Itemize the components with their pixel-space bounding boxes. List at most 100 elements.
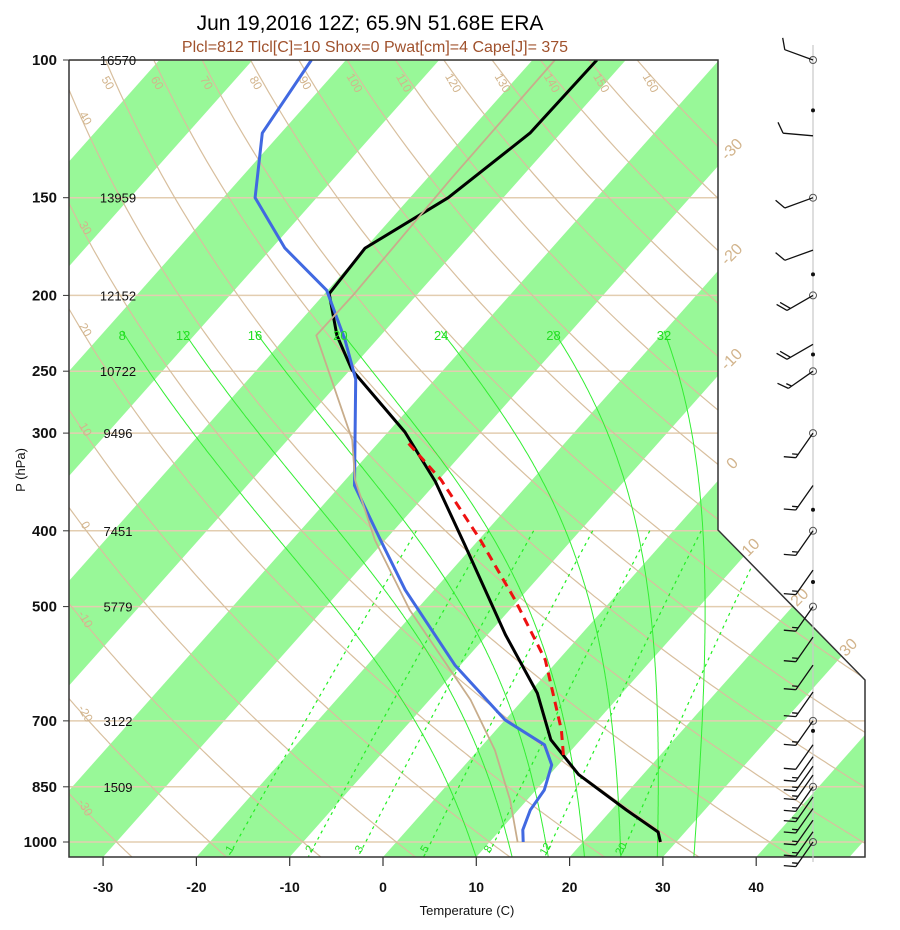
height-label: 16570 — [100, 53, 136, 68]
wind-barb-shape — [783, 569, 814, 596]
mixing-ratio-label: 1 — [223, 844, 236, 855]
dry-adiabat-label: 50 — [98, 74, 117, 93]
wind-barb — [783, 432, 814, 459]
isotherm-band — [69, 60, 440, 857]
calm-wind-dot — [811, 507, 815, 512]
wind-barb — [783, 774, 814, 801]
wind-barb — [783, 841, 814, 868]
wind-barb-shape — [783, 606, 814, 632]
dry-adiabat-line — [69, 60, 422, 857]
x-tick-label: 40 — [748, 879, 764, 895]
wind-barb — [783, 819, 814, 846]
wind-barb-shape — [777, 370, 814, 389]
x-tick-label: 10 — [469, 879, 485, 895]
isotherm-band — [69, 60, 626, 857]
moist-adiabat-label: 32 — [657, 328, 671, 343]
moist-adiabat-line — [440, 330, 622, 857]
dry-adiabat-line — [69, 60, 517, 857]
wind-barb-shape — [783, 796, 814, 823]
mixing-ratio-label: 12 — [538, 841, 555, 858]
dry-adiabat-label: 120 — [442, 71, 464, 96]
dry-adiabat-line — [240, 60, 865, 857]
dry-adiabat-label: 160 — [640, 71, 662, 96]
y-tick-label: 1000 — [24, 834, 57, 851]
wind-barb — [775, 197, 814, 209]
mixing-ratio-label: 5 — [418, 844, 431, 855]
mixing-ratio-label: 20 — [613, 841, 630, 858]
moist-adiabat-line — [553, 330, 659, 857]
wind-barb — [783, 720, 814, 747]
moist-adiabat-line — [663, 330, 706, 857]
isotherm-band — [569, 60, 865, 857]
y-tick-label: 150 — [32, 190, 57, 207]
moist-adiabat-line — [121, 330, 478, 857]
x-tick-label: 20 — [562, 879, 578, 895]
wind-barb-shape — [783, 432, 814, 459]
height-label: 12152 — [100, 288, 136, 303]
y-axis-label: P (hPa) — [13, 448, 28, 492]
y-tick-label: 850 — [32, 779, 57, 796]
standard-level-marker — [809, 429, 817, 438]
dry-adiabat-line — [145, 60, 865, 857]
isotherm-band — [69, 60, 813, 857]
wind-barb — [783, 786, 814, 813]
x-tick-label: 0 — [379, 879, 387, 895]
calm-wind-dot — [811, 728, 815, 733]
wind-barb — [783, 530, 814, 557]
standard-level-marker — [809, 193, 817, 202]
y-tick-label: 250 — [32, 363, 57, 380]
mixing-ratio-label: 3 — [353, 844, 366, 855]
dewpoint-line — [253, 60, 554, 843]
wind-barb — [783, 831, 814, 857]
moist-adiabat-label: 24 — [434, 328, 448, 343]
dry-adiabat-line — [69, 60, 328, 857]
isotherm-label: -10 — [718, 346, 746, 374]
wind-barb-shape — [775, 249, 814, 261]
wind-barb-shape — [783, 841, 814, 868]
height-label: 7451 — [104, 524, 133, 539]
wind-barb — [777, 122, 814, 137]
moist-adiabat-line — [340, 330, 586, 857]
mixing-ratio-line — [543, 530, 702, 857]
wind-barb — [782, 37, 814, 61]
y-tick-label: 500 — [32, 599, 57, 616]
wind-barb-shape — [783, 691, 814, 718]
dry-adiabat-line — [97, 60, 865, 857]
dry-adiabat-line — [69, 60, 233, 857]
wind-barb — [783, 765, 814, 792]
moist-adiabat-label: 28 — [546, 328, 560, 343]
isotherm-band — [0, 60, 66, 857]
y-tick-label: 700 — [32, 713, 57, 730]
dry-adiabat-line — [335, 60, 865, 857]
standard-level-marker — [809, 838, 817, 846]
wind-barb-shape — [783, 808, 814, 834]
wind-barb — [783, 569, 814, 596]
moist-adiabat-line — [182, 330, 514, 857]
wind-barb-shape — [775, 197, 814, 209]
wind-barb-shape — [783, 720, 814, 747]
height-label: 3122 — [104, 714, 133, 729]
mixing-ratio-label: 8 — [482, 844, 495, 855]
mixing-ratio-line — [422, 530, 594, 857]
height-label: 1509 — [104, 780, 133, 795]
standard-level-marker — [809, 56, 817, 64]
moist-adiabat-label: 20 — [333, 328, 347, 343]
wind-barb — [776, 294, 814, 311]
tan_curve-line — [315, 60, 556, 843]
dry-adiabat-line — [383, 60, 865, 857]
wind-barb-shape — [783, 485, 814, 511]
wind-barb-shape — [783, 786, 814, 813]
wind-barb — [783, 636, 814, 663]
dry-adiabat-line — [69, 60, 802, 857]
dry-adiabat-line — [69, 60, 707, 857]
wind-barb-shape — [783, 744, 814, 770]
wind-barb — [783, 485, 814, 511]
x-axis-label: Temperature (C) — [420, 903, 515, 918]
calm-wind-dot — [811, 108, 815, 113]
isotherm-band — [756, 60, 865, 857]
dry-adiabat-line — [288, 60, 865, 857]
wind-barb-shape — [783, 765, 814, 792]
standard-level-marker — [809, 602, 817, 611]
wind-barb — [783, 756, 814, 782]
